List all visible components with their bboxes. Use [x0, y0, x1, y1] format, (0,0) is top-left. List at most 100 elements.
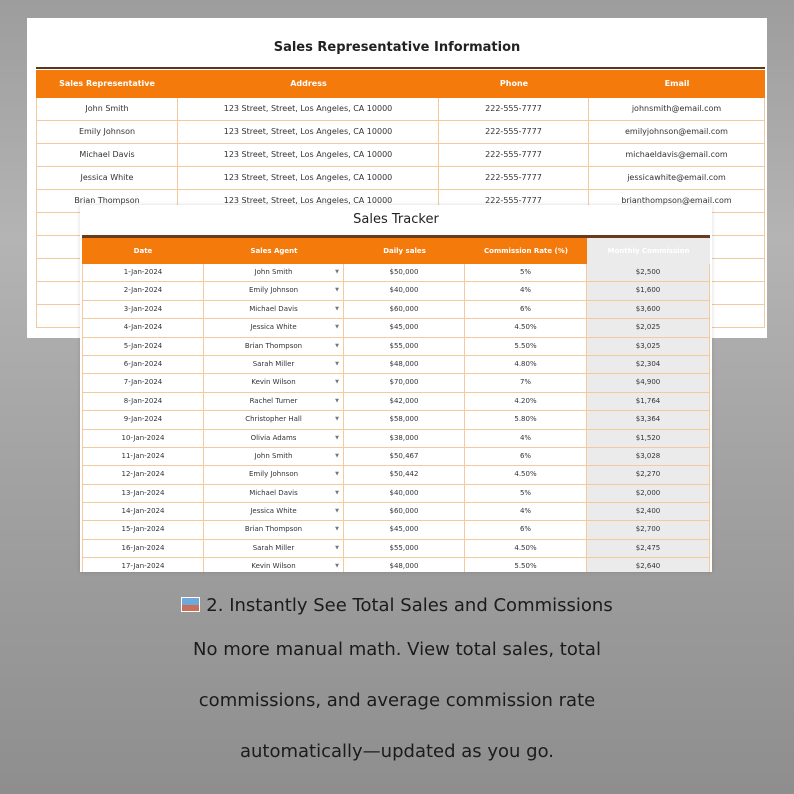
tracker-cell[interactable]: 12-Jan-2024 — [82, 466, 204, 484]
tracker-cell[interactable]: 4% — [465, 429, 587, 447]
tracker-cell[interactable]: $3,364 — [587, 411, 710, 429]
tracker-cell[interactable]: $3,600 — [587, 300, 710, 319]
sales-agent-dropdown[interactable]: Sarah Miller ▼ — [204, 539, 344, 558]
tracker-cell[interactable]: $40,000 — [344, 484, 465, 503]
tracker-cell[interactable]: 7% — [465, 374, 587, 392]
tracker-cell[interactable]: 5-Jan-2024 — [82, 337, 204, 355]
tracker-cell[interactable]: 4% — [465, 282, 587, 300]
tracker-cell[interactable]: $2,304 — [587, 355, 710, 374]
tracker-cell[interactable]: 4-Jan-2024 — [82, 319, 204, 337]
tracker-cell[interactable]: 4.80% — [465, 355, 587, 374]
tracker-cell[interactable]: $48,000 — [344, 355, 465, 374]
sales-agent-dropdown[interactable]: John Smith ▼ — [204, 264, 344, 282]
dropdown-arrow-icon[interactable]: ▼ — [335, 287, 339, 294]
dropdown-arrow-icon[interactable]: ▼ — [335, 563, 339, 570]
dropdown-arrow-icon[interactable]: ▼ — [335, 526, 339, 533]
tracker-cell[interactable]: $4,900 — [587, 374, 710, 392]
tracker-cell[interactable]: 14-Jan-2024 — [82, 503, 204, 521]
rep-cell[interactable]: jessicawhite@email.com — [589, 167, 765, 189]
tracker-cell[interactable]: 3-Jan-2024 — [82, 300, 204, 319]
tracker-cell[interactable]: $3,028 — [587, 447, 710, 466]
dropdown-arrow-icon[interactable]: ▼ — [335, 305, 339, 312]
rep-cell[interactable]: 222-555-7777 — [439, 144, 589, 166]
tracker-cell[interactable]: $2,500 — [587, 264, 710, 282]
tracker-cell[interactable]: 2-Jan-2024 — [82, 282, 204, 300]
tracker-cell[interactable]: $45,000 — [344, 319, 465, 337]
tracker-cell[interactable]: 16-Jan-2024 — [82, 539, 204, 558]
dropdown-arrow-icon[interactable]: ▼ — [335, 379, 339, 386]
dropdown-arrow-icon[interactable]: ▼ — [335, 452, 339, 459]
tracker-cell[interactable]: 5% — [465, 484, 587, 503]
sales-agent-dropdown[interactable]: Emily Johnson ▼ — [204, 466, 344, 484]
rep-cell[interactable]: 222-555-7777 — [439, 98, 589, 120]
dropdown-arrow-icon[interactable]: ▼ — [335, 342, 339, 349]
rep-cell[interactable]: 123 Street, Street, Los Angeles, CA 1000… — [178, 144, 439, 166]
tracker-cell[interactable]: 6% — [465, 300, 587, 319]
tracker-cell[interactable]: 1-Jan-2024 — [82, 264, 204, 282]
tracker-cell[interactable]: 4.50% — [465, 539, 587, 558]
dropdown-arrow-icon[interactable]: ▼ — [335, 324, 339, 331]
tracker-cell[interactable]: $2,400 — [587, 503, 710, 521]
dropdown-arrow-icon[interactable]: ▼ — [335, 489, 339, 496]
tracker-cell[interactable]: 15-Jan-2024 — [82, 521, 204, 539]
tracker-cell[interactable]: 6% — [465, 447, 587, 466]
sales-agent-dropdown[interactable]: Christopher Hall ▼ — [204, 411, 344, 429]
rep-cell[interactable]: 123 Street, Street, Los Angeles, CA 1000… — [178, 98, 439, 120]
tracker-cell[interactable]: 5.50% — [465, 558, 587, 572]
tracker-cell[interactable]: 4.50% — [465, 319, 587, 337]
dropdown-arrow-icon[interactable]: ▼ — [335, 416, 339, 423]
sales-agent-dropdown[interactable]: Michael Davis ▼ — [204, 484, 344, 503]
sales-agent-dropdown[interactable]: Brian Thompson ▼ — [204, 521, 344, 539]
dropdown-arrow-icon[interactable]: ▼ — [335, 397, 339, 404]
sales-agent-dropdown[interactable]: Emily Johnson ▼ — [204, 282, 344, 300]
tracker-cell[interactable]: $2,270 — [587, 466, 710, 484]
tracker-cell[interactable]: 13-Jan-2024 — [82, 484, 204, 503]
rep-cell[interactable]: 222-555-7777 — [439, 167, 589, 189]
sales-agent-dropdown[interactable]: John Smith ▼ — [204, 447, 344, 466]
tracker-cell[interactable]: $50,000 — [344, 264, 465, 282]
tracker-cell[interactable]: 6% — [465, 521, 587, 539]
rep-cell[interactable]: Michael Davis — [36, 144, 178, 166]
tracker-cell[interactable]: 5% — [465, 264, 587, 282]
tracker-cell[interactable]: 9-Jan-2024 — [82, 411, 204, 429]
sales-agent-dropdown[interactable]: Sarah Miller ▼ — [204, 355, 344, 374]
tracker-cell[interactable]: 4% — [465, 503, 587, 521]
tracker-cell[interactable]: 5.80% — [465, 411, 587, 429]
tracker-cell[interactable]: $3,025 — [587, 337, 710, 355]
tracker-cell[interactable]: 4.20% — [465, 392, 587, 411]
sales-agent-dropdown[interactable]: Michael Davis ▼ — [204, 300, 344, 319]
rep-cell[interactable]: Emily Johnson — [36, 121, 178, 143]
dropdown-arrow-icon[interactable]: ▼ — [335, 360, 339, 367]
tracker-cell[interactable]: $60,000 — [344, 503, 465, 521]
tracker-cell[interactable]: $2,640 — [587, 558, 710, 572]
tracker-cell[interactable]: 17-Jan-2024 — [82, 558, 204, 572]
tracker-cell[interactable]: $2,000 — [587, 484, 710, 503]
sales-agent-dropdown[interactable]: Jessica White ▼ — [204, 319, 344, 337]
tracker-cell[interactable]: 10-Jan-2024 — [82, 429, 204, 447]
tracker-cell[interactable]: 4.50% — [465, 466, 587, 484]
tracker-cell[interactable]: $50,442 — [344, 466, 465, 484]
dropdown-arrow-icon[interactable]: ▼ — [335, 471, 339, 478]
dropdown-arrow-icon[interactable]: ▼ — [335, 434, 339, 441]
rep-cell[interactable]: Jessica White — [36, 167, 178, 189]
dropdown-arrow-icon[interactable]: ▼ — [335, 508, 339, 515]
tracker-cell[interactable]: $38,000 — [344, 429, 465, 447]
rep-cell[interactable]: Brian Thompson — [36, 190, 178, 212]
tracker-cell[interactable]: $48,000 — [344, 558, 465, 572]
sales-agent-dropdown[interactable]: Rachel Turner ▼ — [204, 392, 344, 411]
tracker-cell[interactable]: $55,000 — [344, 539, 465, 558]
tracker-cell[interactable]: $42,000 — [344, 392, 465, 411]
rep-cell[interactable]: johnsmith@email.com — [589, 98, 765, 120]
tracker-cell[interactable]: $2,475 — [587, 539, 710, 558]
dropdown-arrow-icon[interactable]: ▼ — [335, 544, 339, 551]
rep-cell[interactable]: John Smith — [36, 98, 178, 120]
rep-cell[interactable]: 222-555-7777 — [439, 121, 589, 143]
rep-cell[interactable]: 123 Street, Street, Los Angeles, CA 1000… — [178, 190, 439, 212]
rep-cell[interactable]: michaeldavis@email.com — [589, 144, 765, 166]
rep-cell[interactable]: brianthompson@email.com — [589, 190, 765, 212]
tracker-cell[interactable]: $1,520 — [587, 429, 710, 447]
tracker-cell[interactable]: $2,025 — [587, 319, 710, 337]
sales-agent-dropdown[interactable]: Kevin Wilson ▼ — [204, 558, 344, 572]
tracker-cell[interactable]: $45,000 — [344, 521, 465, 539]
tracker-cell[interactable]: 8-Jan-2024 — [82, 392, 204, 411]
